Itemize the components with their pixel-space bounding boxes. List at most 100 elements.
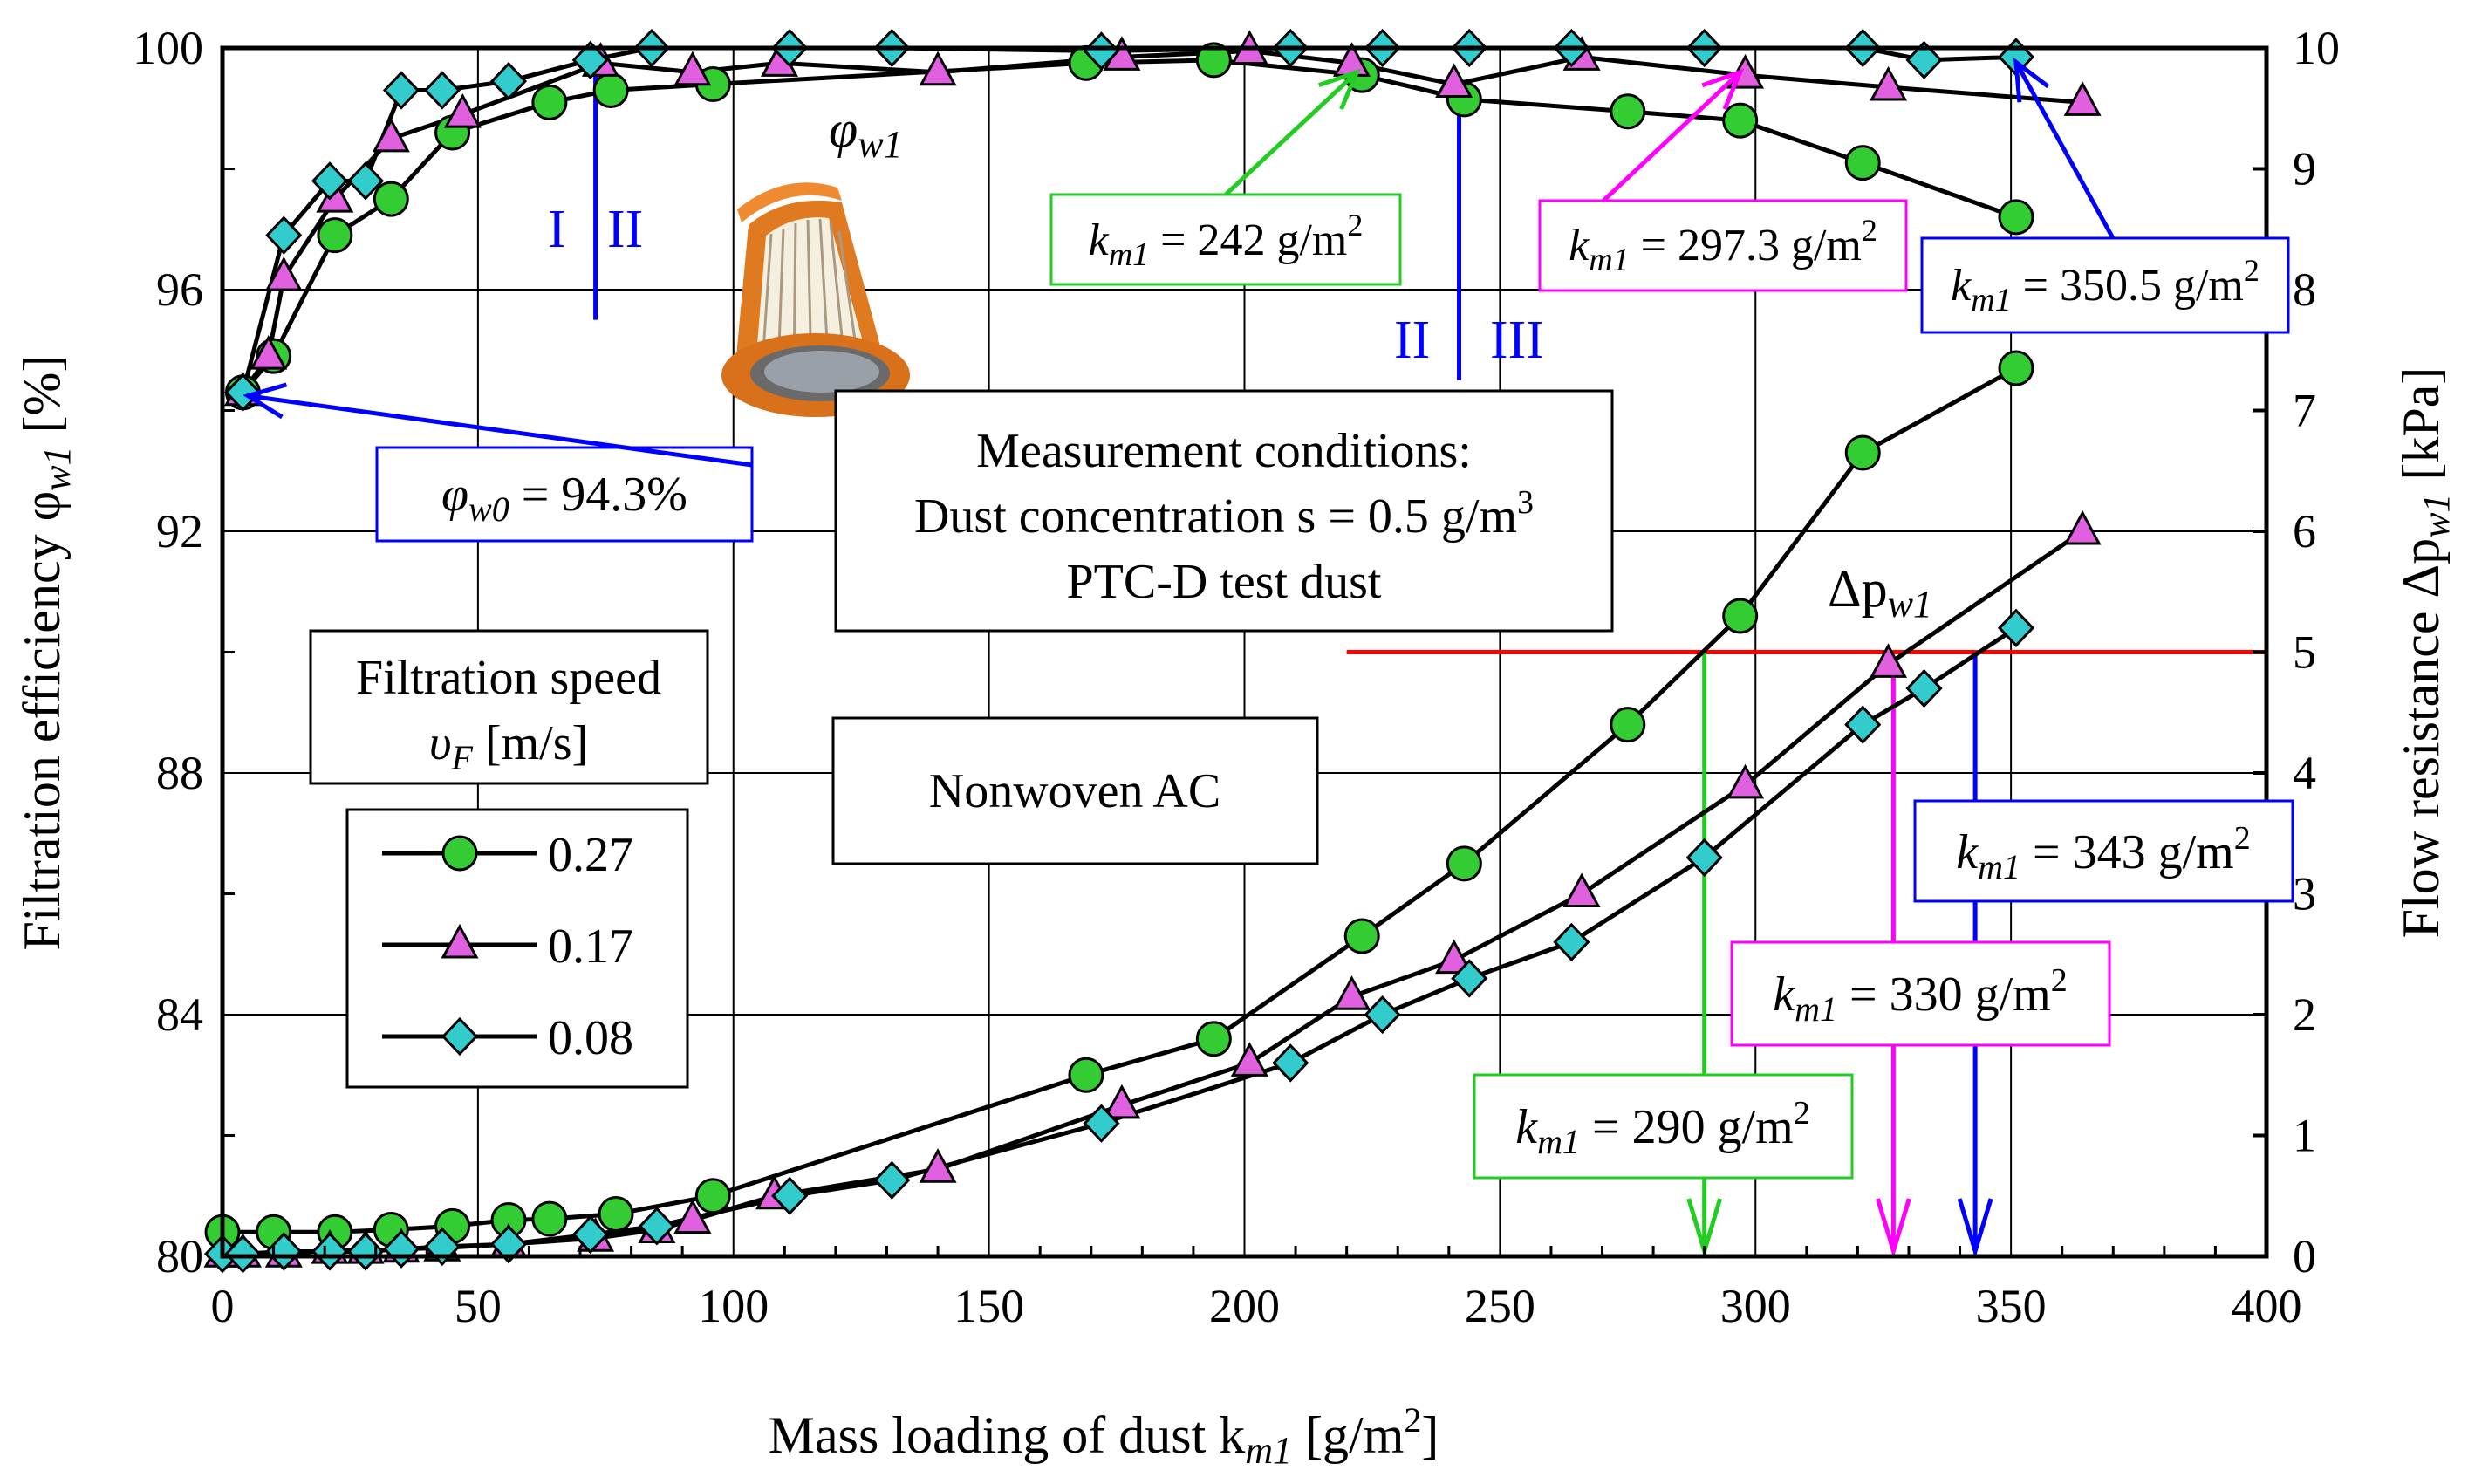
data-point-resistance-0.27: [531, 1200, 568, 1237]
svg-text:km1 = 330 g/m2: km1 = 330 g/m2: [1773, 962, 2067, 1029]
data-point-efficiency-0.08: [571, 40, 609, 80]
data-point-resistance-0.08: [1083, 1104, 1120, 1143]
data-point-resistance-0.27: [1998, 350, 2034, 386]
data-point-efficiency-0.27: [317, 217, 353, 254]
data-point-efficiency-0.08: [1083, 31, 1120, 71]
phi-w0-annotation: φw0 = 94.3%: [375, 446, 754, 543]
measurement-conditions-box: Measurement conditions: Dust concentrati…: [834, 389, 1614, 633]
data-point-efficiency-0.27: [1610, 93, 1646, 130]
data-point-resistance-0.17: [1870, 643, 1908, 678]
data-point-efficiency-0.27: [1844, 145, 1881, 181]
y-left-tick-label: 80: [156, 1230, 203, 1282]
data-point-efficiency-0.17: [443, 93, 482, 128]
data-point-efficiency-0.17: [264, 256, 303, 291]
tick-labels: 0 50 100 150 200 250 300 350 4008084889296100012…: [133, 22, 2340, 1332]
series-markers: [203, 28, 2102, 1274]
svg-text:km1 = 297.3 g/m2: km1 = 297.3 g/m2: [1569, 213, 1877, 278]
data-point-resistance-0.08: [311, 1232, 349, 1271]
data-point-resistance-0.08: [346, 1232, 385, 1271]
data-point-efficiency-0.27: [531, 84, 568, 120]
legend-marker: [441, 835, 478, 872]
pointer-k-350: [2013, 61, 2116, 240]
material-box: Nonwoven AC: [831, 716, 1319, 865]
data-point-resistance-0.27: [694, 1178, 731, 1214]
k-350-annotation: km1 = 350.5 g/m2: [1920, 236, 2290, 334]
y-right-tick-label: 3: [2293, 868, 2316, 920]
x-tick-label: 0: [211, 1280, 235, 1332]
pointer-k-242: [1224, 70, 1359, 196]
pointer-k-297-head: [1701, 68, 1745, 111]
pointer-phi-w0: [247, 393, 753, 468]
svg-text:Filtration speed: Filtration speed: [356, 651, 661, 705]
legend-label: 0.27: [548, 828, 633, 882]
data-point-resistance-0.27: [1844, 434, 1881, 471]
data-point-resistance-0.08: [873, 1160, 911, 1200]
conditions-line-2: Dust concentration s = 0.5 g/m3: [914, 484, 1534, 544]
data-point-resistance-0.27: [1610, 707, 1646, 743]
data-point-resistance-0.08: [224, 1234, 262, 1274]
data-point-efficiency-0.08: [265, 215, 303, 255]
data-point-efficiency-0.08: [382, 71, 420, 110]
k-290-annotation: km1 = 290 g/m2: [1473, 1073, 1854, 1180]
y-right-tick-label: 4: [2293, 747, 2316, 799]
k-330-annotation: km1 = 330 g/m2: [1730, 940, 2111, 1047]
data-point-resistance-0.08: [638, 1207, 675, 1246]
data-point-resistance-0.27: [598, 1196, 634, 1233]
data-point-resistance-0.17: [1332, 975, 1371, 1010]
filter-element-picture: [721, 182, 910, 417]
data-point-efficiency-0.08: [224, 373, 262, 412]
data-point-resistance-0.08: [1905, 668, 1943, 708]
y-left-tick-label: 84: [156, 988, 203, 1041]
zone-label-III: III: [1490, 311, 1544, 370]
pointer-k-297: [1602, 70, 1742, 202]
y-right-tick-label: 10: [2293, 22, 2340, 74]
y-right-axis-title: Flow resistance Δpw1 [kPa]: [2392, 367, 2458, 939]
y-right-tick-label: 8: [2293, 263, 2316, 316]
data-point-resistance-0.17: [1230, 1042, 1268, 1077]
data-point-resistance-0.08: [771, 1176, 809, 1215]
y-left-tick-label: 92: [156, 505, 203, 557]
x-tick-label: 250: [1465, 1280, 1535, 1332]
y-left-tick-label: 100: [133, 22, 203, 74]
svg-text:km1 = 242 g/m2: km1 = 242 g/m2: [1089, 208, 1364, 273]
data-point-resistance-0.17: [1435, 939, 1473, 975]
zone-label-II-left: II: [607, 200, 643, 259]
data-point-resistance-0.17: [1562, 872, 1601, 907]
data-point-resistance-0.27: [1446, 845, 1482, 882]
data-point-resistance-0.17: [1726, 763, 1765, 799]
data-point-resistance-0.08: [489, 1224, 528, 1264]
svg-text:km1 = 350.5 g/m2: km1 = 350.5 g/m2: [1951, 253, 2259, 318]
data-point-resistance-0.08: [1844, 705, 1882, 744]
x-tick-label: 100: [698, 1280, 769, 1332]
data-point-efficiency-0.17: [2063, 81, 2102, 116]
zone-label-I: I: [548, 200, 566, 259]
data-point-efficiency-0.17: [673, 51, 712, 86]
reference-arrow-head: [1957, 1198, 1993, 1259]
data-point-resistance-0.27: [1068, 1057, 1104, 1093]
data-point-efficiency-0.27: [1722, 102, 1759, 139]
x-tick-label: 150: [954, 1280, 1024, 1332]
annotation-pointers: [243, 58, 2116, 468]
y-right-tick-label: 9: [2293, 143, 2316, 195]
data-point-resistance-0.08: [1272, 1043, 1309, 1083]
x-tick-label: 300: [1720, 1280, 1791, 1332]
data-point-efficiency-0.27: [592, 72, 629, 108]
pointer-k-350-head: [2013, 58, 2050, 103]
legend-marker: [441, 1016, 479, 1057]
y-left-tick-label: 88: [156, 747, 203, 799]
data-point-efficiency-0.27: [1195, 42, 1232, 79]
dp-curve-label: Δpw1: [1828, 560, 1932, 626]
data-point-resistance-0.08: [1451, 959, 1488, 998]
y-right-tick-label: 2: [2293, 988, 2316, 1041]
x-tick-label: 50: [455, 1280, 502, 1332]
k-297-annotation: km1 = 297.3 g/m2: [1538, 199, 1908, 292]
data-point-efficiency-0.08: [1905, 40, 1943, 80]
pointer-phi-w0-head: [243, 382, 288, 420]
y-right-tick-label: 5: [2293, 626, 2316, 679]
data-point-resistance-0.17: [1103, 1084, 1141, 1119]
data-point-resistance-0.27: [1722, 598, 1759, 634]
data-point-resistance-0.27: [1343, 918, 1380, 954]
svg-text:φw0 = 94.3%: φw0 = 94.3%: [441, 468, 687, 529]
data-point-efficiency-0.27: [1998, 199, 2034, 236]
